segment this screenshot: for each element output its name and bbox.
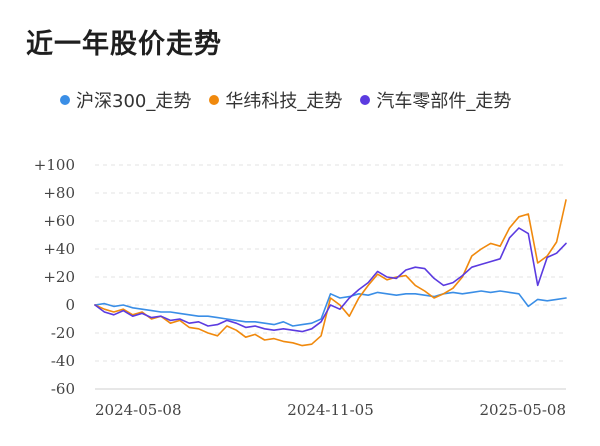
legend-label: 沪深300_走势 (76, 91, 192, 112)
legend-marker (209, 95, 220, 105)
legend-item: 华纬科技_走势 (209, 87, 342, 113)
legend-marker (360, 95, 371, 105)
legend-item: 沪深300_走势 (60, 87, 191, 113)
legend-item: 汽车零部件_走势 (360, 87, 511, 113)
y-tick-label: -60 (51, 380, 75, 398)
series-line-2 (94, 227, 567, 333)
y-tick-label: -20 (51, 324, 75, 342)
legend-label: 华纬科技_走势 (225, 91, 343, 112)
y-tick-label: +40 (43, 240, 75, 258)
legend-marker (60, 95, 70, 105)
series-line-0 (94, 290, 567, 327)
y-tick-label: 0 (65, 296, 75, 314)
legend-label: 汽车零部件_走势 (376, 91, 512, 112)
y-tick-label: +60 (43, 212, 75, 230)
chart-title: 近一年股价走势 (26, 29, 222, 60)
x-tick-label: 2025-05-08 (480, 401, 566, 419)
y-tick-label: -40 (51, 352, 75, 370)
x-tick-label: 2024-05-08 (95, 401, 181, 419)
series-line-1 (94, 199, 567, 347)
y-tick-label: +80 (43, 184, 75, 202)
x-tick-label: 2024-11-05 (287, 401, 373, 419)
chart-legend: 沪深300_走势 华纬科技_走势 汽车零部件_走势 (60, 88, 529, 112)
y-tick-label: +20 (43, 268, 75, 286)
y-tick-label: +100 (34, 156, 75, 174)
